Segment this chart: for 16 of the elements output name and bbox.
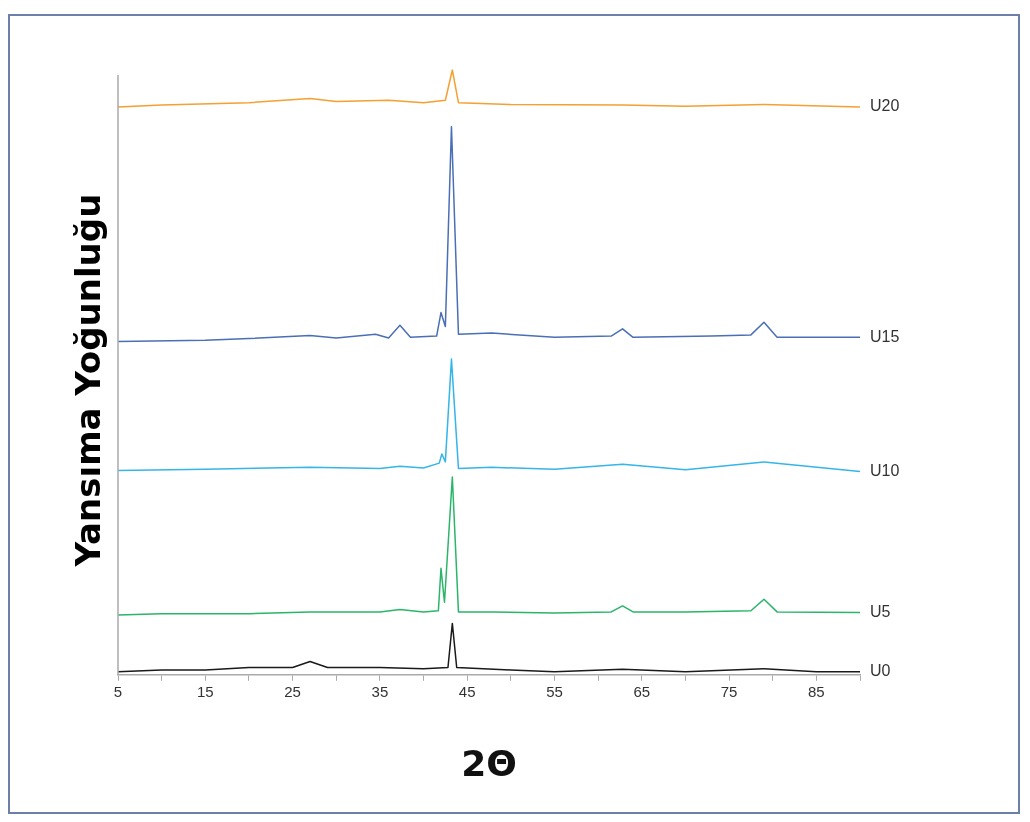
series-label: U0: [870, 662, 891, 680]
x-tick-label: 5: [113, 682, 123, 700]
x-axis-title: 2Θ: [461, 742, 517, 784]
x-tick-label: 35: [371, 682, 389, 700]
series-label: U10: [870, 461, 900, 479]
x-tick-label: 75: [720, 682, 738, 700]
x-tick-label: 85: [808, 682, 825, 700]
x-tick-label: 65: [633, 682, 651, 700]
x-tick-label: 55: [546, 682, 563, 700]
series-label: U5: [870, 602, 891, 620]
x-tick-label: 25: [284, 682, 301, 700]
x-tick-label: 15: [196, 682, 214, 700]
x-tick-label: 45: [458, 682, 476, 700]
y-axis-title: Yansıma Yoğunluğu: [68, 193, 108, 567]
series-label: U20: [870, 97, 900, 115]
series-label: U15: [870, 327, 900, 345]
